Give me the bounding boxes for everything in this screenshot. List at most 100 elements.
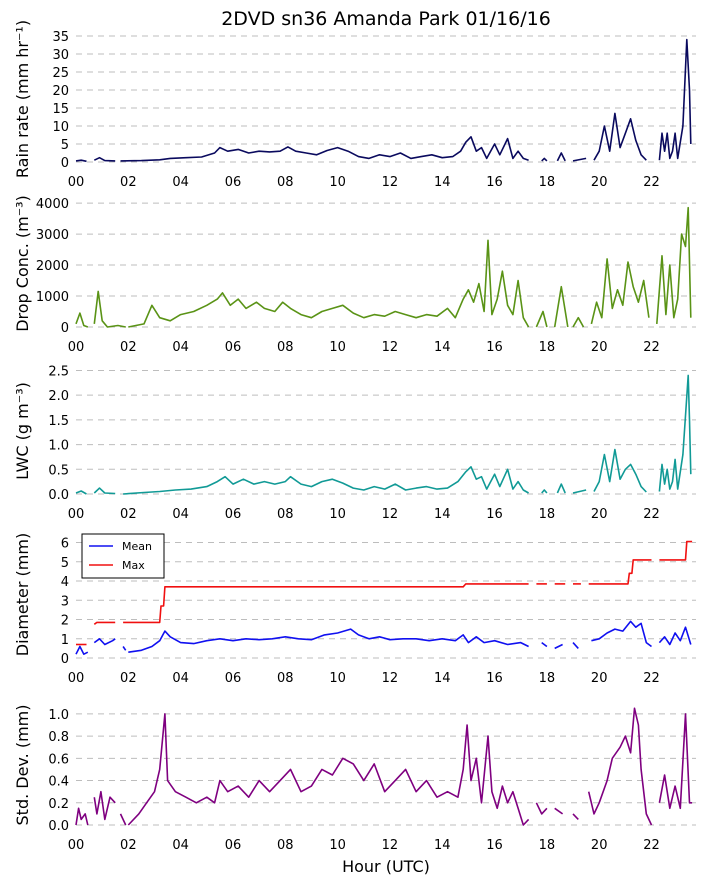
x-tick-label: 12 bbox=[382, 175, 399, 190]
x-tick-label: 14 bbox=[434, 838, 451, 853]
x-tick-label: 06 bbox=[225, 175, 242, 190]
y-tick-label: 6 bbox=[61, 537, 69, 552]
y-tick-label: 1.0 bbox=[48, 708, 69, 723]
y-tick-label: 35 bbox=[52, 30, 69, 45]
series-line bbox=[658, 626, 692, 646]
series-line bbox=[658, 713, 693, 810]
y-tick-label: 2.5 bbox=[48, 364, 69, 379]
figure-title: 2DVD sn36 Amanda Park 01/16/16 bbox=[221, 8, 551, 30]
x-tick-label: 10 bbox=[329, 671, 346, 686]
x-tick-label: 06 bbox=[225, 671, 242, 686]
y-tick-label: 0.8 bbox=[48, 730, 69, 745]
series-max bbox=[76, 540, 693, 646]
y-tick-label: 0 bbox=[61, 156, 69, 171]
series-line bbox=[591, 620, 652, 648]
series-line bbox=[75, 490, 87, 495]
series-line bbox=[128, 239, 530, 328]
series-line bbox=[75, 645, 89, 655]
legend: Mean Max bbox=[81, 533, 165, 579]
x-tick-label: 14 bbox=[434, 340, 451, 355]
y-tick-label: 0.5 bbox=[48, 463, 69, 478]
x-tick-label: 20 bbox=[591, 671, 608, 686]
y-tick-label: 0 bbox=[61, 321, 69, 336]
series-line bbox=[120, 136, 529, 162]
x-tick-label: 18 bbox=[539, 175, 556, 190]
series-line bbox=[572, 316, 585, 328]
series-line bbox=[541, 641, 548, 648]
x-tick-label: 00 bbox=[68, 175, 85, 190]
x-tick-label: 12 bbox=[382, 671, 399, 686]
x-tick-label: 10 bbox=[329, 340, 346, 355]
x-tick-label: 18 bbox=[539, 671, 556, 686]
x-tick-label: 08 bbox=[277, 340, 294, 355]
y-tick-label: 1000 bbox=[36, 290, 69, 305]
panel-0: 0 5 10 15 20 25 30 35 00 02 04 06 08 10 12 14 16 18 20 22 Ra… bbox=[13, 20, 696, 190]
x-tick-label: 02 bbox=[120, 175, 137, 190]
x-tick-label: 00 bbox=[68, 340, 85, 355]
series-line bbox=[554, 807, 564, 815]
y-tick-label: 2.0 bbox=[48, 389, 69, 404]
legend-box bbox=[81, 533, 165, 579]
x-tick-label: 16 bbox=[486, 507, 503, 522]
x-tick-label: 04 bbox=[172, 671, 189, 686]
y-tick-label: 5 bbox=[61, 138, 69, 153]
x-tick-label: 20 bbox=[591, 838, 608, 853]
panel-1: 0 1000 2000 3000 4000 00 02 04 06 08 10 12 14 16 18 20 2… bbox=[13, 195, 696, 355]
x-tick-label: 12 bbox=[382, 340, 399, 355]
x-tick-label: 08 bbox=[277, 175, 294, 190]
series-line bbox=[75, 312, 89, 328]
x-tick-label: 06 bbox=[225, 340, 242, 355]
series-line bbox=[535, 310, 548, 328]
series-line bbox=[93, 621, 116, 625]
x-tick-label: 04 bbox=[172, 838, 189, 853]
series-line bbox=[556, 483, 566, 494]
x-tick-label: 08 bbox=[277, 838, 294, 853]
x-tick-label: 10 bbox=[329, 507, 346, 522]
series-line bbox=[588, 559, 652, 585]
y-axis-label: Drop Conc. (m⁻³) bbox=[13, 195, 32, 332]
x-tick-label: 18 bbox=[539, 838, 556, 853]
x-tick-label: 16 bbox=[486, 671, 503, 686]
x-tick-label: 16 bbox=[486, 340, 503, 355]
x-tick-label: 06 bbox=[225, 838, 242, 853]
y-axis-label: Diameter (mm) bbox=[13, 533, 32, 656]
x-tick-label: 00 bbox=[68, 671, 85, 686]
x-tick-label: 20 bbox=[591, 175, 608, 190]
y-tick-label: 0.4 bbox=[48, 775, 69, 790]
y-tick-label: 1.5 bbox=[48, 414, 69, 429]
y-axis-label: Std. Dev. (mm) bbox=[13, 705, 32, 826]
series-line bbox=[541, 157, 548, 162]
x-tick-label: 16 bbox=[486, 175, 503, 190]
x-tick-label: 02 bbox=[120, 507, 137, 522]
y-tick-label: 4000 bbox=[36, 197, 69, 212]
series-line bbox=[593, 112, 647, 161]
legend-label: Max bbox=[122, 559, 145, 572]
y-tick-label: 10 bbox=[52, 120, 69, 135]
series-line bbox=[93, 290, 126, 328]
series-line bbox=[590, 258, 650, 325]
series-mean bbox=[75, 620, 692, 655]
x-axis-label: Hour (UTC) bbox=[342, 857, 430, 876]
y-tick-label: 0.0 bbox=[48, 819, 69, 834]
x-tick-label: 12 bbox=[382, 507, 399, 522]
y-tick-label: 1.0 bbox=[48, 439, 69, 454]
x-tick-label: 22 bbox=[643, 838, 660, 853]
x-tick-label: 18 bbox=[539, 340, 556, 355]
y-axis-label: Rain rate (mm hr⁻¹) bbox=[13, 20, 32, 178]
y-tick-label: 0.2 bbox=[48, 797, 69, 812]
y-tick-label: 2000 bbox=[36, 259, 69, 274]
x-tick-label: 06 bbox=[225, 507, 242, 522]
x-tick-label: 08 bbox=[277, 671, 294, 686]
y-tick-label: 20 bbox=[52, 84, 69, 99]
series-line bbox=[93, 790, 116, 821]
series-line bbox=[93, 156, 116, 162]
panel-2: 0.0 0.5 1.0 1.5 2.0 2.5 00 02 04 06 08 10 12 14 16 18 20… bbox=[13, 364, 696, 522]
y-tick-label: 0.0 bbox=[48, 488, 69, 503]
series-line bbox=[75, 159, 87, 163]
y-tick-label: 4 bbox=[61, 575, 69, 590]
x-tick-label: 22 bbox=[643, 175, 660, 190]
x-tick-label: 18 bbox=[539, 507, 556, 522]
